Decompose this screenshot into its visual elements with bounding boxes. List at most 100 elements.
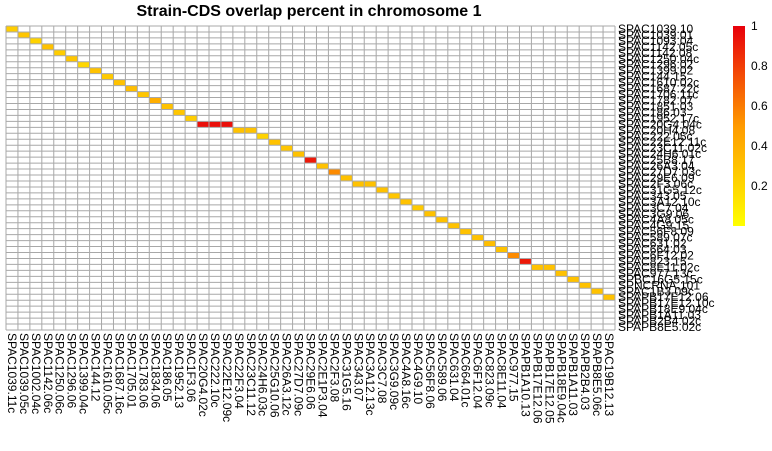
heatmap-grid <box>5 25 616 331</box>
y-tick-label: SPAC26A3.04 <box>618 159 695 173</box>
y-tick-label: SPAC1039.10 <box>618 22 693 36</box>
heatmap-cell <box>531 264 544 271</box>
y-tick-label: SPAPB18E9.04c <box>618 302 708 316</box>
heatmap-cell <box>292 151 305 158</box>
color-legend: 0.2 0.4 0.6 0.8 1 <box>733 19 768 226</box>
heatmap-cells <box>6 26 615 301</box>
x-tick-label: SPAC4A8.16c <box>399 333 413 409</box>
x-tick-label: SPAC25G10.06 <box>268 333 282 418</box>
y-tick-label: SPAC20G4.04c <box>618 117 702 131</box>
x-tick-label: SPAC823.09c <box>483 333 497 408</box>
legend-tick-label: 0.2 <box>751 179 768 193</box>
heatmap-cell <box>603 294 615 301</box>
x-tick-label: SPAC144.12 <box>89 333 103 402</box>
x-tick-label: SPAPB8E5.06c <box>590 333 604 416</box>
heatmap-cell <box>29 37 42 44</box>
y-tick-label: SPAC144.15 <box>618 70 687 84</box>
heatmap-cell <box>423 210 436 217</box>
y-tick-label: SPAC1610.02c <box>618 76 699 90</box>
y-tick-label: SPAC823.15 <box>618 254 687 268</box>
heatmap-cell <box>364 180 377 187</box>
y-tick-label: SPAC25B8.17 <box>618 153 695 167</box>
x-tick-label: SPAC29E6.06 <box>304 333 318 410</box>
heatmap-cell <box>256 133 269 140</box>
heatmap-cell <box>280 145 293 152</box>
x-tick-label: SPAC24H6.03c <box>256 333 270 416</box>
y-tick-label: SPAC8E11.02c <box>618 260 700 274</box>
x-tick-label: SPAC3A12.13c <box>363 333 377 416</box>
x-tick-label: SPAC1952.13 <box>172 333 186 408</box>
y-tick-label: SPAC186.03 <box>618 105 687 119</box>
x-tick-label: SPAC1039.05c <box>17 333 31 414</box>
x-tick-label: SPAC2E1P3.04 <box>315 333 329 418</box>
y-tick-label: SPAC589.07c <box>618 231 693 245</box>
heatmap-cell <box>495 246 508 253</box>
y-tick-label: SPAC3C7.04 <box>618 201 689 215</box>
heatmap-cell <box>113 79 126 86</box>
y-tick-label: SPAC1250.04c <box>618 52 699 66</box>
x-tick-label: SPAC23C11.12 <box>244 333 258 416</box>
x-tick-label: SPAC343.07 <box>351 333 365 402</box>
x-tick-label: SPAC8E11.04 <box>495 333 509 409</box>
x-tick-label: SPAC664.01c <box>459 333 473 408</box>
y-tick-label: SPAC3A12.10c <box>618 195 701 209</box>
x-tick-label: SPAC1F3.06 <box>184 333 198 402</box>
heatmap-cell <box>101 73 114 80</box>
x-tick-label: SPAC1002.04c <box>29 333 43 414</box>
y-tick-label: SPAC1142.05c <box>618 40 698 54</box>
y-tick-label: SPAPB17E12.10c <box>618 296 715 310</box>
x-tick-label: SPAC3G9.09c <box>387 333 401 410</box>
heatmap-cell <box>209 121 221 128</box>
y-tick-label: SPAPB1A11.03 <box>618 308 701 322</box>
x-tick-label: SPAC589.06 <box>435 333 449 402</box>
y-tick-label: SPAC1039.01 <box>618 28 693 42</box>
heatmap-cell <box>483 240 496 247</box>
heatmap-cell <box>388 192 401 199</box>
x-tick-label: SPAPB2B4.03 <box>578 333 592 410</box>
x-tick-label: SPAC31G5.16 <box>339 333 353 411</box>
heatmap-cell <box>149 97 162 104</box>
heatmap-cell <box>400 198 412 205</box>
y-tick-labels: SPAC1039.10SPAC1039.01SPAC1093.04SPAC114… <box>618 22 715 334</box>
x-tick-label: SPAC6F12.04 <box>471 333 485 409</box>
heatmap-cell <box>244 127 257 134</box>
y-tick-label: SPAC1296.02 <box>618 58 693 72</box>
heatmap-cell <box>41 43 54 50</box>
y-tick-label: SPBC16G5.15c <box>618 272 703 286</box>
x-tick-label: SPAC3C7.08 <box>375 333 389 404</box>
x-tick-label: SPAC20G4.02c <box>196 333 210 417</box>
heatmap-cell <box>161 103 174 110</box>
x-tick-label: SPAC1687.16c <box>112 333 126 414</box>
heatmap-cell <box>232 127 245 134</box>
x-tick-label: SPAC19B12.13 <box>602 333 616 416</box>
y-tick-label: SPAC1142.08 <box>618 46 693 60</box>
x-tick-label: SPAC22F3.04 <box>232 333 246 409</box>
y-tick-label: SPAC1782.07 <box>618 94 693 108</box>
heatmap-cell <box>591 288 604 295</box>
y-tick-label: SPAC6F12.02 <box>618 248 694 262</box>
heatmap-cell <box>17 31 30 38</box>
x-tick-label: SPAC1834.06 <box>148 333 162 408</box>
heatmap-cell <box>507 252 520 259</box>
legend-tick-label: 0.4 <box>751 139 768 153</box>
x-tick-label: SPAC977.15 <box>507 333 521 402</box>
heatmap-cell <box>376 186 389 193</box>
heatmap-cell <box>555 270 568 277</box>
x-tick-label: SPAC4G9.10 <box>411 333 425 404</box>
chart-title: Strain-CDS overlap percent in chromosome… <box>137 3 482 20</box>
y-tick-label: SPAC56F8.09 <box>618 225 694 239</box>
heatmap-cell <box>6 26 18 32</box>
heatmap-cell <box>316 163 329 170</box>
legend-tick-label: 1 <box>751 19 758 33</box>
heatmap-cell <box>519 258 532 265</box>
heatmap-cell <box>471 234 484 241</box>
legend-colorbar <box>733 26 745 226</box>
x-tick-label: SPAC186.05 <box>160 333 174 402</box>
y-tick-label: SPAC1B3.09c <box>618 284 694 298</box>
heatmap-cell <box>125 85 138 92</box>
heatmap-cell <box>459 228 472 235</box>
heatmap-cell <box>185 115 198 122</box>
x-tick-label: SPAC56F8.06 <box>423 333 437 409</box>
heatmap-cell <box>543 264 556 271</box>
heatmap-cell <box>89 67 102 74</box>
